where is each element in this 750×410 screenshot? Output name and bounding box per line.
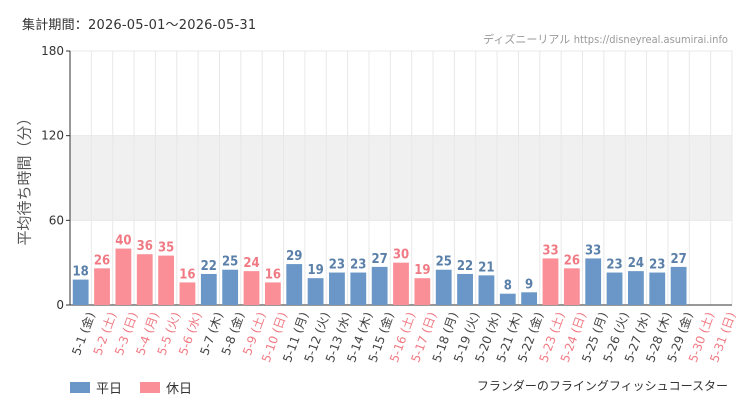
bar-value-label: 23	[350, 258, 366, 273]
bar-value-label: 24	[243, 256, 259, 271]
bar-3	[115, 248, 132, 305]
bar-value-label: 16	[179, 267, 195, 282]
bar-1	[72, 279, 89, 305]
bar-25	[585, 258, 602, 305]
bar-value-label: 25	[222, 255, 238, 270]
bar-26	[606, 272, 623, 305]
bar-29	[670, 266, 687, 305]
y-tick-label: 60	[49, 213, 64, 227]
legend-weekday-label: 平日	[96, 382, 123, 397]
bar-value-label: 26	[94, 253, 110, 268]
bar-19	[457, 273, 473, 305]
site-credit-name: ディズニーリアル	[483, 33, 571, 46]
y-tick-label: 120	[41, 129, 64, 143]
bar-4	[136, 254, 153, 305]
bar-13	[329, 272, 345, 305]
legend-holiday-label: 休日	[166, 382, 193, 397]
bar-value-label: 18	[73, 265, 89, 280]
legend-weekday[interactable]: 平日	[70, 378, 122, 397]
bar-value-label: 19	[414, 263, 430, 278]
bar-24	[563, 268, 580, 305]
y-tick-label: 180	[41, 44, 64, 58]
bar-value-label: 27	[372, 252, 388, 267]
bar-21	[499, 293, 516, 305]
bar-17	[414, 278, 431, 305]
bar-14	[350, 272, 367, 305]
bar-10	[264, 282, 281, 305]
bar-value-label: 16	[265, 267, 281, 282]
legend-holiday-swatch	[140, 382, 161, 393]
bar-value-label: 21	[478, 260, 494, 275]
bar-23	[542, 258, 559, 305]
bar-value-label: 9	[525, 277, 533, 292]
bar-5	[158, 255, 174, 305]
bar-16	[393, 262, 409, 305]
site-credit[interactable]: ディズニーリアル https://disneyreal.asumirai.inf…	[483, 31, 728, 47]
bar-8	[222, 269, 239, 305]
chart-band-layer	[70, 135, 732, 221]
site-credit-url[interactable]: https://disneyreal.asumirai.info	[573, 33, 728, 46]
bar-15	[371, 266, 388, 305]
bar-22	[521, 292, 538, 305]
bar-value-label: 33	[585, 243, 601, 258]
bar-2	[94, 268, 110, 305]
bar-12	[307, 278, 324, 305]
bar-value-label: 23	[329, 258, 345, 273]
bar-6	[179, 282, 196, 305]
legend-holiday[interactable]: 休日	[140, 378, 192, 397]
legend-weekday-swatch	[70, 382, 90, 393]
x-tick-layer: 5-1 (金)5-2 (土)5-3 (日)5-4 (月)5-5 (火)5-6 (…	[68, 310, 738, 364]
collection-period: 集計期間：2026-05-01～2026-05-31	[22, 18, 257, 33]
bar-value-label: 22	[201, 259, 217, 274]
bar-value-label: 27	[670, 252, 686, 267]
bar-18	[435, 269, 452, 305]
attraction-name: フランダーのフライングフィッシュコースター	[476, 379, 728, 393]
y-tick-layer: 0 60 120 180	[41, 44, 64, 312]
y-tick-label: 0	[56, 298, 64, 312]
chart-legend: 平日 休日	[70, 378, 192, 397]
bar-value-label: 24	[628, 256, 644, 271]
bar-value-label: 8	[504, 279, 512, 294]
bar-value-label: 33	[542, 243, 558, 258]
bar-11	[286, 264, 303, 305]
bar-20	[478, 275, 495, 305]
bar-value-label: 22	[457, 259, 473, 274]
bar-value-label: 26	[564, 253, 580, 268]
bar-27	[628, 271, 644, 305]
bar-value-label: 23	[606, 258, 622, 273]
bar-value-label: 40	[115, 234, 131, 249]
bar-value-label: 29	[286, 249, 302, 264]
bar-value-label: 36	[137, 239, 153, 254]
bar-7	[200, 273, 217, 305]
bar-value-label: 35	[158, 241, 174, 256]
data-labels-layer: 18 26 40 36 35 16 22 25 24 16 29 19 23 23 27 30 19 25 22 21…	[73, 234, 687, 294]
bar-value-label: 30	[393, 248, 409, 263]
bar-28	[649, 272, 666, 305]
bar-value-label: 23	[649, 258, 665, 273]
shaded-band-60-120	[70, 135, 732, 221]
bar-value-label: 19	[307, 263, 323, 278]
bars-layer	[72, 248, 687, 305]
bar-9	[243, 271, 260, 305]
bar-value-label: 25	[436, 255, 452, 270]
